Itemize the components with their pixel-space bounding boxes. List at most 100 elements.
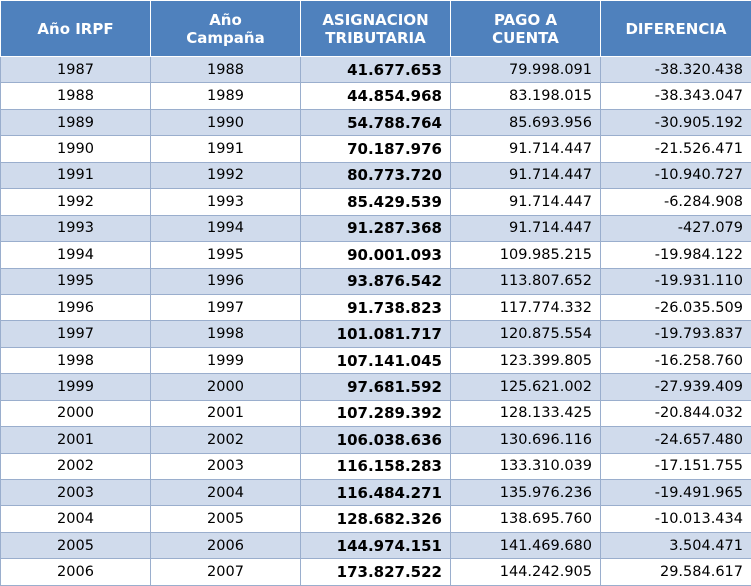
cell-ano-irpf: 1997 bbox=[1, 321, 151, 347]
cell-ano-campana: 2001 bbox=[151, 400, 301, 426]
cell-ano-campana: 1999 bbox=[151, 347, 301, 373]
cell-pago-a-cuenta: 91.714.447 bbox=[451, 136, 601, 162]
cell-pago-a-cuenta: 133.310.039 bbox=[451, 453, 601, 479]
cell-diferencia: -17.151.755 bbox=[601, 453, 751, 479]
header-line: Año bbox=[209, 11, 242, 29]
cell-diferencia: -19.491.965 bbox=[601, 480, 751, 506]
cell-asignacion-tributaria: 44.854.968 bbox=[301, 83, 451, 109]
header-asignacion-tributaria: ASIGNACION TRIBUTARIA bbox=[301, 1, 451, 57]
cell-pago-a-cuenta: 125.621.002 bbox=[451, 374, 601, 400]
cell-ano-campana: 2004 bbox=[151, 480, 301, 506]
cell-pago-a-cuenta: 109.985.215 bbox=[451, 242, 601, 268]
cell-ano-irpf: 1988 bbox=[1, 83, 151, 109]
cell-asignacion-tributaria: 80.773.720 bbox=[301, 162, 451, 188]
cell-ano-campana: 2000 bbox=[151, 374, 301, 400]
cell-ano-irpf: 1992 bbox=[1, 189, 151, 215]
header-ano-irpf: Año IRPF bbox=[1, 1, 151, 57]
cell-ano-campana: 2002 bbox=[151, 427, 301, 453]
cell-ano-irpf: 1995 bbox=[1, 268, 151, 294]
cell-ano-irpf: 1999 bbox=[1, 374, 151, 400]
cell-asignacion-tributaria: 97.681.592 bbox=[301, 374, 451, 400]
cell-pago-a-cuenta: 144.242.905 bbox=[451, 559, 601, 585]
cell-ano-campana: 2005 bbox=[151, 506, 301, 532]
cell-asignacion-tributaria: 107.289.392 bbox=[301, 400, 451, 426]
cell-diferencia: -38.343.047 bbox=[601, 83, 751, 109]
cell-ano-campana: 2003 bbox=[151, 453, 301, 479]
cell-pago-a-cuenta: 83.198.015 bbox=[451, 83, 601, 109]
cell-pago-a-cuenta: 113.807.652 bbox=[451, 268, 601, 294]
cell-ano-campana: 1996 bbox=[151, 268, 301, 294]
cell-diferencia: 3.504.471 bbox=[601, 532, 751, 558]
cell-ano-irpf: 2002 bbox=[1, 453, 151, 479]
cell-ano-campana: 2007 bbox=[151, 559, 301, 585]
cell-ano-campana: 1997 bbox=[151, 294, 301, 320]
cell-ano-campana: 2006 bbox=[151, 532, 301, 558]
cell-pago-a-cuenta: 141.469.680 bbox=[451, 532, 601, 558]
cell-ano-campana: 1998 bbox=[151, 321, 301, 347]
cell-pago-a-cuenta: 120.875.554 bbox=[451, 321, 601, 347]
cell-pago-a-cuenta: 117.774.332 bbox=[451, 294, 601, 320]
header-line: TRIBUTARIA bbox=[325, 29, 425, 47]
cell-asignacion-tributaria: 173.827.522 bbox=[301, 559, 451, 585]
cell-pago-a-cuenta: 123.399.805 bbox=[451, 347, 601, 373]
cell-ano-campana: 1988 bbox=[151, 57, 301, 83]
cell-ano-irpf: 1987 bbox=[1, 57, 151, 83]
cell-diferencia: -427.079 bbox=[601, 215, 751, 241]
cell-pago-a-cuenta: 91.714.447 bbox=[451, 189, 601, 215]
cell-pago-a-cuenta: 130.696.116 bbox=[451, 427, 601, 453]
cell-ano-campana: 1989 bbox=[151, 83, 301, 109]
cell-asignacion-tributaria: 116.158.283 bbox=[301, 453, 451, 479]
cell-ano-campana: 1991 bbox=[151, 136, 301, 162]
cell-asignacion-tributaria: 106.038.636 bbox=[301, 427, 451, 453]
table-header: Año IRPF Año Campaña ASIGNACION TRIBUTAR… bbox=[1, 1, 751, 57]
cell-asignacion-tributaria: 101.081.717 bbox=[301, 321, 451, 347]
cell-asignacion-tributaria: 70.187.976 bbox=[301, 136, 451, 162]
header-line: PAGO A bbox=[494, 11, 557, 29]
cell-pago-a-cuenta: 85.693.956 bbox=[451, 109, 601, 135]
cell-asignacion-tributaria: 144.974.151 bbox=[301, 532, 451, 558]
cell-asignacion-tributaria: 54.788.764 bbox=[301, 109, 451, 135]
header-line: ASIGNACION bbox=[322, 11, 428, 29]
header-diferencia: DIFERENCIA bbox=[601, 1, 751, 57]
cell-ano-irpf: 1991 bbox=[1, 162, 151, 188]
cell-ano-irpf: 1996 bbox=[1, 294, 151, 320]
cell-ano-irpf: 2003 bbox=[1, 480, 151, 506]
cell-diferencia: 29.584.617 bbox=[601, 559, 751, 585]
cell-diferencia: -10.940.727 bbox=[601, 162, 751, 188]
cell-asignacion-tributaria: 128.682.326 bbox=[301, 506, 451, 532]
cell-diferencia: -27.939.409 bbox=[601, 374, 751, 400]
cell-asignacion-tributaria: 91.287.368 bbox=[301, 215, 451, 241]
cell-asignacion-tributaria: 116.484.271 bbox=[301, 480, 451, 506]
cell-diferencia: -10.013.434 bbox=[601, 506, 751, 532]
cell-pago-a-cuenta: 79.998.091 bbox=[451, 57, 601, 83]
cell-ano-campana: 1993 bbox=[151, 189, 301, 215]
cell-asignacion-tributaria: 93.876.542 bbox=[301, 268, 451, 294]
cell-ano-irpf: 1993 bbox=[1, 215, 151, 241]
cell-ano-campana: 1992 bbox=[151, 162, 301, 188]
header-row: Año IRPF Año Campaña ASIGNACION TRIBUTAR… bbox=[1, 1, 751, 57]
cell-ano-campana: 1994 bbox=[151, 215, 301, 241]
cell-pago-a-cuenta: 135.976.236 bbox=[451, 480, 601, 506]
cell-pago-a-cuenta: 91.714.447 bbox=[451, 162, 601, 188]
cell-diferencia: -38.320.438 bbox=[601, 57, 751, 83]
cell-diferencia: -16.258.760 bbox=[601, 347, 751, 373]
header-line: DIFERENCIA bbox=[625, 20, 726, 38]
cell-asignacion-tributaria: 91.738.823 bbox=[301, 294, 451, 320]
header-ano-campana: Año Campaña bbox=[151, 1, 301, 57]
